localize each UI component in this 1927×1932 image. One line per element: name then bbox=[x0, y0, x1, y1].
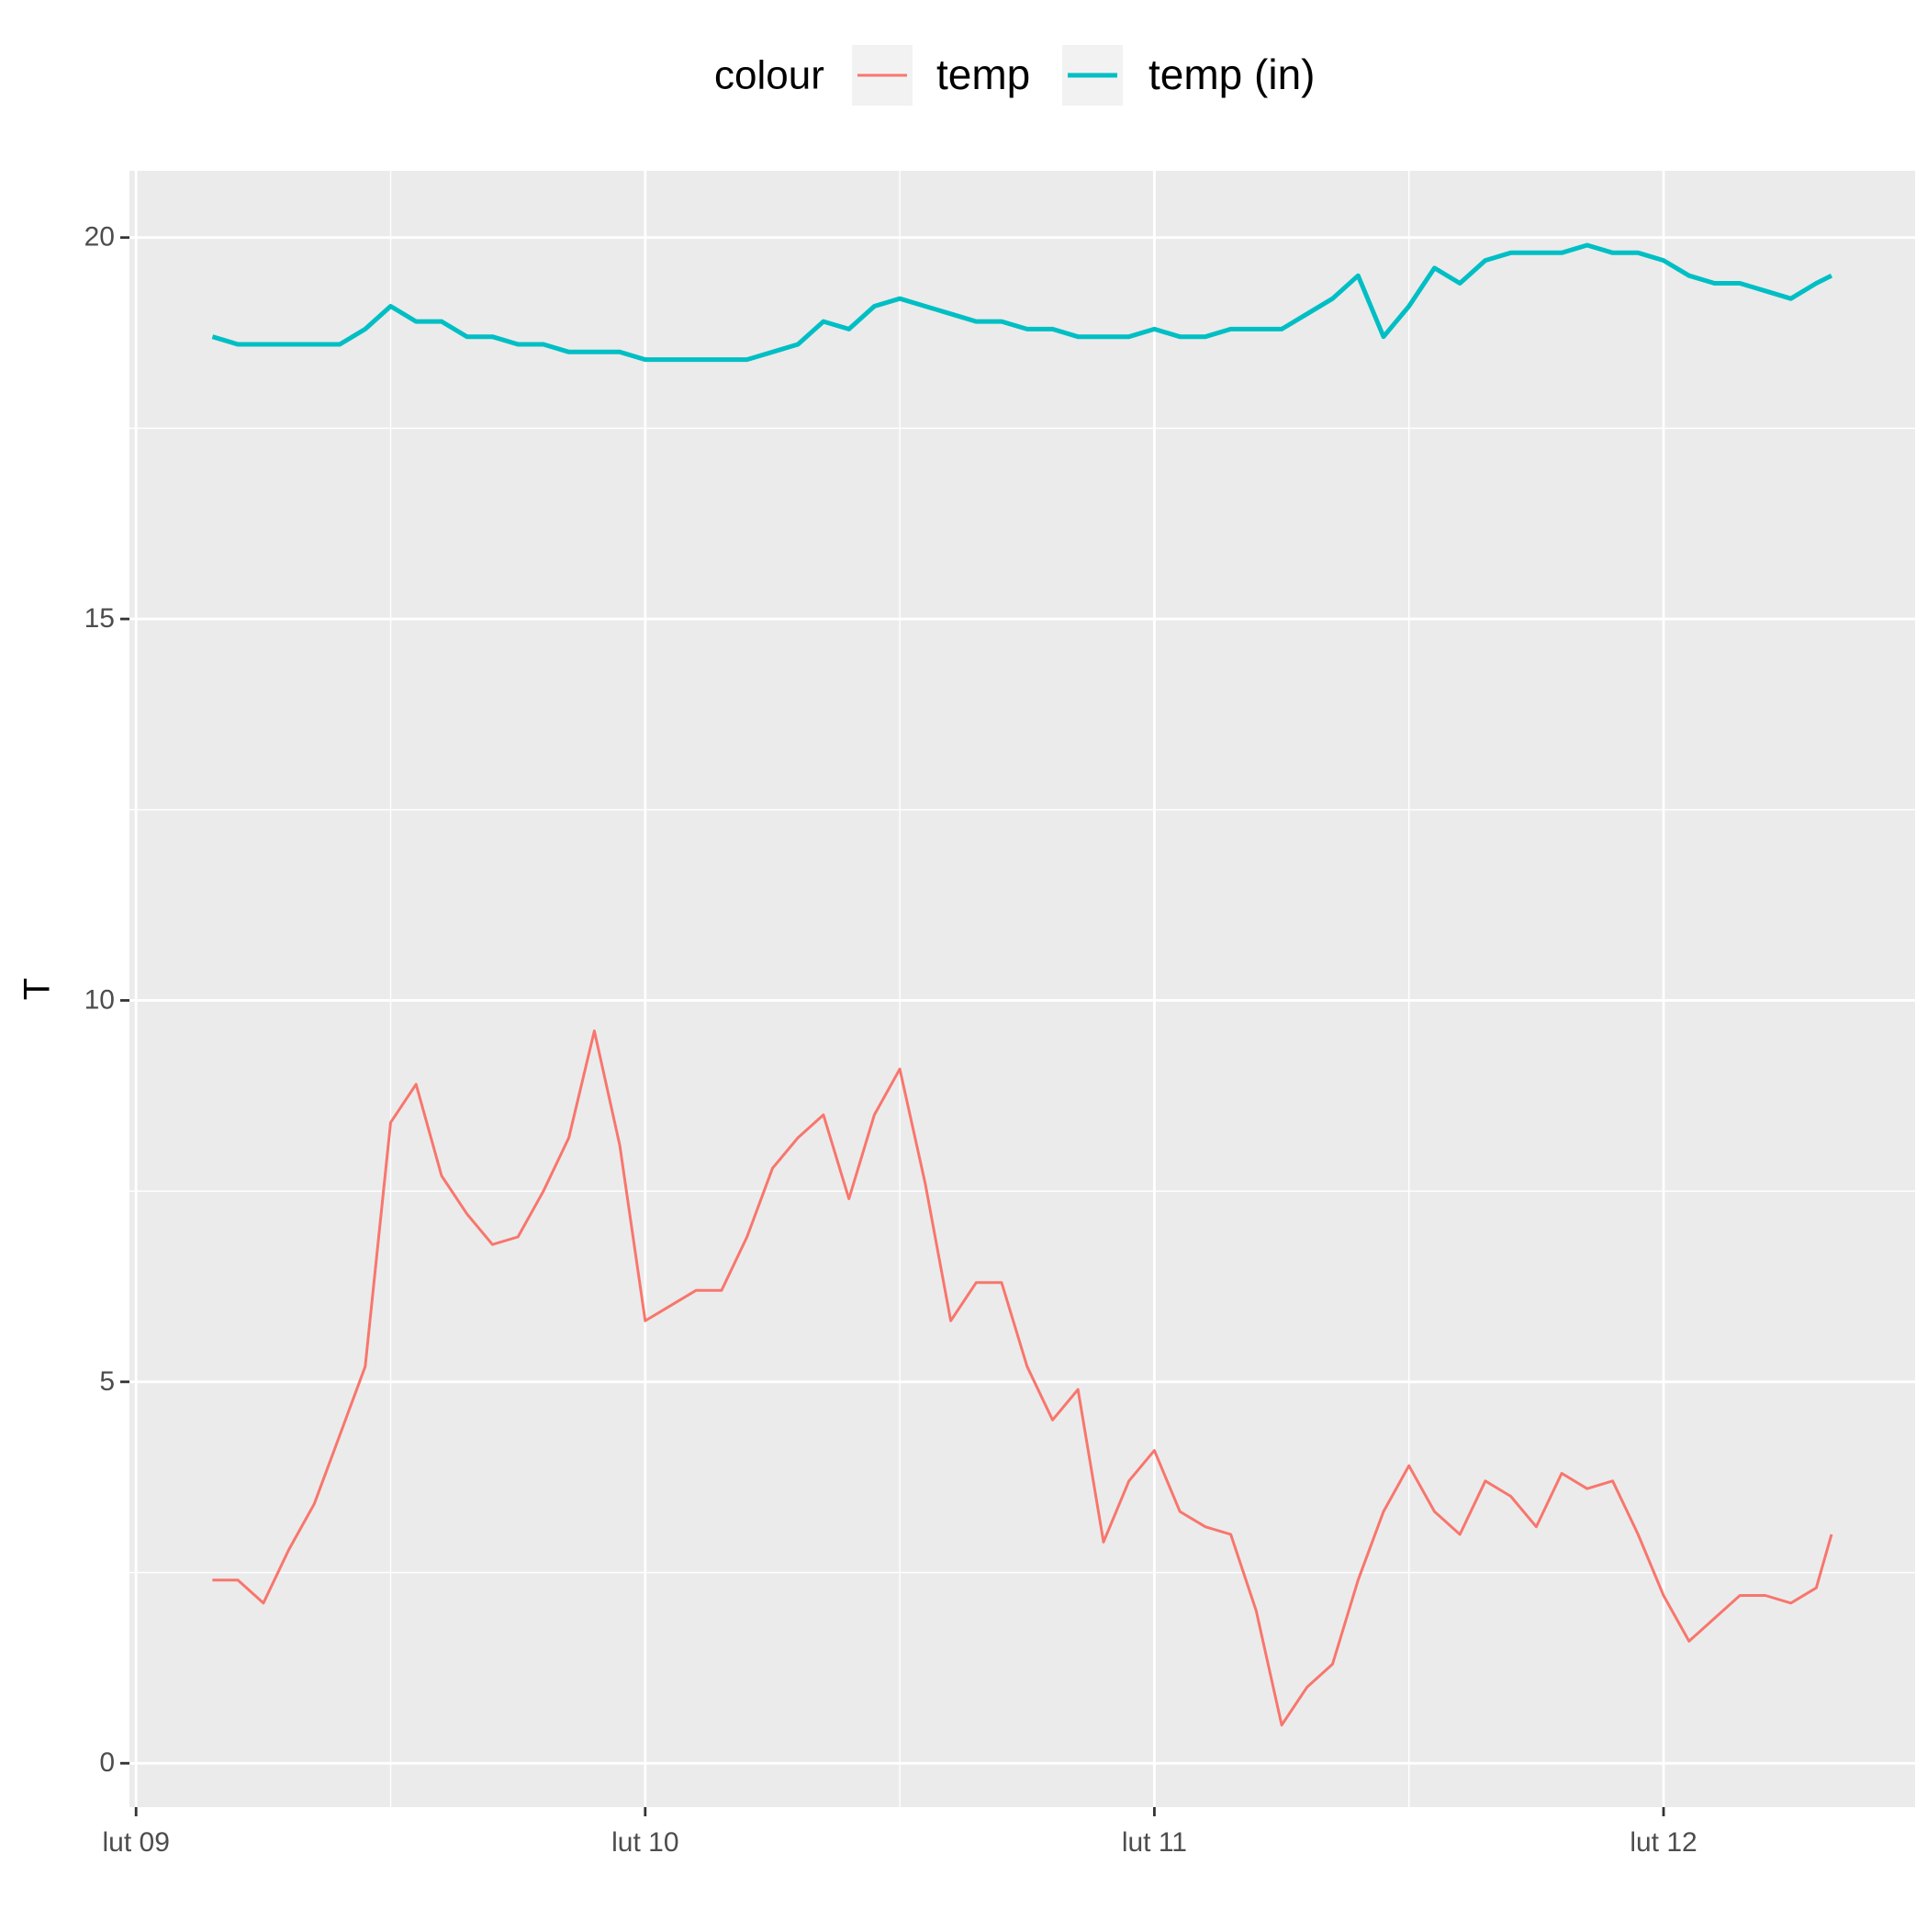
x-tick-label: lut 11 bbox=[1122, 1827, 1187, 1858]
y-tick-label: 0 bbox=[99, 1747, 115, 1778]
legend-title: colour bbox=[714, 53, 824, 98]
y-tick-label: 15 bbox=[84, 603, 115, 634]
y-tick-label: 10 bbox=[84, 984, 115, 1015]
y-axis-label: T bbox=[17, 978, 58, 1000]
x-tick-label: lut 12 bbox=[1630, 1827, 1697, 1858]
data-line bbox=[211, 242, 1833, 363]
y-tick-label: 20 bbox=[84, 222, 115, 253]
x-tick-label: lut 10 bbox=[611, 1827, 678, 1858]
y-tick-label: 5 bbox=[99, 1366, 115, 1397]
data-line bbox=[212, 1029, 1833, 1727]
legend-label: temp bbox=[936, 51, 1030, 98]
x-tick-label: lut 09 bbox=[103, 1827, 170, 1858]
panel-background bbox=[129, 171, 1915, 1807]
legend-label: temp (in) bbox=[1148, 51, 1315, 98]
